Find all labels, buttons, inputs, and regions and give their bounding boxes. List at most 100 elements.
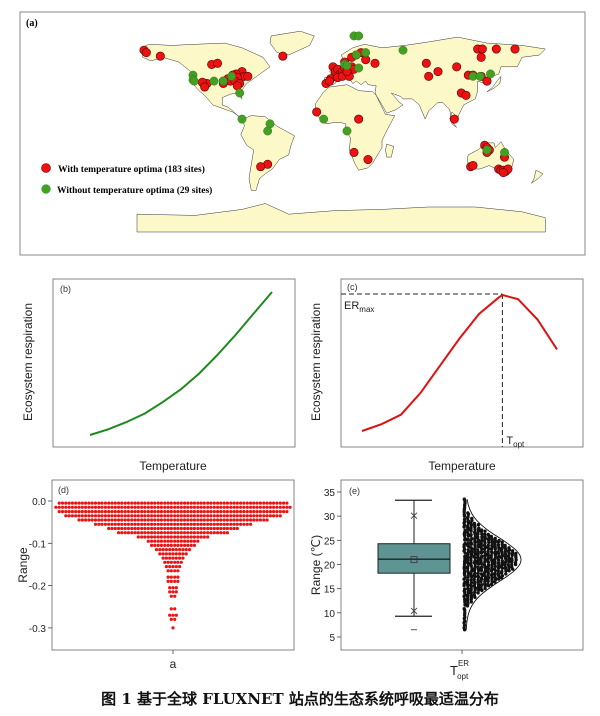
mean-marker: [410, 556, 418, 564]
swarm-point: [64, 510, 68, 514]
swarm-point: [107, 522, 111, 526]
swarm-point: [196, 531, 200, 535]
swarm-point: [476, 543, 481, 547]
swarm-point: [120, 522, 124, 526]
swarm-point: [146, 501, 150, 505]
swarm-point: [265, 505, 269, 509]
swarm-point: [480, 554, 484, 559]
swarm-point: [235, 518, 239, 522]
swarm-point: [163, 543, 167, 548]
swarm-point: [140, 510, 144, 514]
swarm-point: [496, 543, 501, 547]
swarm-point: [466, 541, 471, 546]
swarm-point: [225, 505, 229, 509]
swarm-point: [222, 531, 226, 535]
swarm-point: [510, 551, 515, 555]
swarm-point: [476, 591, 480, 595]
swarm-point: [77, 510, 81, 514]
swarm-point: [176, 501, 180, 505]
swarm-point: [242, 518, 246, 522]
swarm-point: [232, 505, 236, 509]
swarm-point: [473, 530, 477, 534]
swarm-point: [103, 505, 107, 509]
swarm-point: [235, 505, 239, 509]
swarm-point: [239, 514, 243, 518]
swarm-point: [242, 522, 246, 526]
swarm-point: [209, 501, 213, 505]
swarm-point: [171, 556, 175, 560]
panel-d-swarm: [54, 501, 292, 630]
site-marker-with-optima: [421, 58, 431, 68]
swarm-point: [117, 505, 121, 509]
swarm-point: [476, 571, 480, 575]
swarm-point: [184, 548, 188, 552]
swarm-point: [476, 535, 480, 539]
swarm-point: [186, 526, 190, 531]
swarm-point: [229, 518, 233, 522]
swarm-point: [258, 510, 262, 514]
swarm-point: [159, 514, 163, 518]
swarm-point: [249, 514, 253, 518]
swarm-point: [183, 531, 187, 535]
swarm-point: [497, 538, 501, 543]
swarm-point: [206, 510, 210, 514]
swarm-point: [477, 526, 481, 530]
swarm-point: [103, 501, 107, 505]
swarm-point: [245, 522, 249, 526]
site-marker-without-optima: [342, 61, 352, 71]
swarm-point: [483, 586, 487, 591]
swarm-point: [506, 563, 510, 567]
site-marker-without-optima: [482, 145, 492, 155]
swarm-point: [143, 501, 147, 505]
swarm-point: [150, 505, 154, 509]
swarm-point: [469, 546, 473, 550]
swarm-point: [156, 510, 160, 514]
swarm-point: [222, 501, 226, 505]
swarm-point: [166, 539, 170, 543]
swarm-point: [126, 505, 130, 509]
swarm-point: [239, 518, 243, 522]
swarm-point: [133, 531, 137, 535]
site-marker-with-optima: [155, 51, 165, 61]
swarm-point: [169, 543, 173, 548]
swarm-point: [479, 565, 484, 569]
swarm-point: [465, 560, 470, 565]
swarm-point: [496, 561, 501, 565]
swarm-point: [245, 501, 249, 505]
swarm-point: [166, 505, 170, 509]
swarm-point: [163, 505, 167, 509]
swarm-point: [130, 510, 134, 514]
swarm-point: [489, 582, 494, 587]
swarm-point: [216, 501, 220, 505]
swarm-point: [159, 518, 163, 522]
swarm-point: [176, 569, 180, 573]
site-marker-without-optima: [351, 50, 361, 60]
swarm-point: [486, 549, 490, 554]
swarm-point: [265, 514, 269, 518]
swarm-point: [470, 537, 474, 541]
swarm-point: [169, 522, 173, 526]
swarm-point: [150, 501, 154, 505]
site-marker-without-optima: [500, 147, 509, 157]
swarm-point: [169, 539, 173, 543]
panel-e-swarm: [462, 497, 518, 632]
swarm-point: [189, 501, 193, 505]
swarm-point: [229, 514, 233, 518]
swarm-point: [146, 535, 150, 539]
swarm-point: [272, 510, 276, 514]
swarm-point: [130, 501, 134, 505]
swarm-point: [186, 543, 190, 548]
swarm-point: [268, 501, 272, 505]
swarm-point: [486, 532, 490, 537]
swarm-point: [163, 522, 167, 526]
swarm-point: [176, 560, 180, 564]
swarm-point: [130, 522, 134, 526]
swarm-point: [179, 560, 183, 564]
site-marker-with-optima: [433, 67, 443, 77]
site-marker-without-optima: [237, 114, 247, 124]
swarm-point: [216, 510, 220, 514]
panel-b-label: (b): [60, 284, 71, 294]
swarm-point: [97, 514, 101, 518]
swarm-point: [483, 532, 487, 537]
swarm-point: [229, 510, 233, 514]
